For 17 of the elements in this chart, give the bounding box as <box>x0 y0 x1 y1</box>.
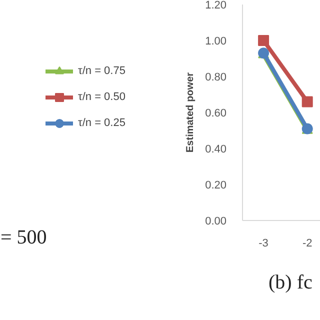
y-tick-label: 0.00 <box>205 216 227 228</box>
legend-label: τ/n = 0.50 <box>78 91 126 103</box>
y-tick-label: 0.80 <box>205 72 227 84</box>
x-tick-label: -2 <box>302 238 312 250</box>
x-tick-label: -3 <box>258 238 268 250</box>
legend-label: τ/n = 0.75 <box>78 65 126 77</box>
y-tick-label: 0.20 <box>205 180 227 192</box>
legend-label: τ/n = 0.25 <box>78 117 126 129</box>
y-tick-label: 1.20 <box>205 0 227 12</box>
y-tick-label: 0.60 <box>205 108 227 120</box>
text: (b) fc <box>268 272 312 294</box>
text: = 500 <box>0 226 47 248</box>
y-axis-title: Estimated power <box>185 72 196 153</box>
y-tick-label: 0.40 <box>205 144 227 156</box>
point <box>302 96 313 108</box>
point <box>258 35 270 46</box>
y-tick-label: 1.00 <box>205 36 227 48</box>
